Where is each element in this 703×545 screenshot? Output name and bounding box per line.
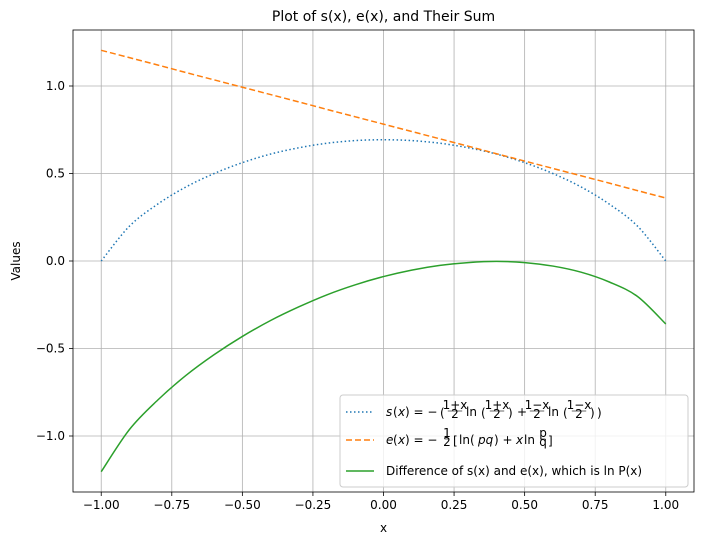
x-tick-label: 0.00 xyxy=(370,498,397,512)
x-axis-label: x xyxy=(380,521,387,535)
fraction-denominator: 2 xyxy=(451,407,459,421)
legend-label-difference: Difference of s(x) and e(x), which is ln… xyxy=(386,464,642,478)
legend-text: ) = − xyxy=(405,433,437,447)
fraction-denominator: 2 xyxy=(575,407,583,421)
legend-text: ln xyxy=(524,433,535,447)
y-axis: −1.0 −0.5 0.0 0.5 1.0 xyxy=(36,79,73,443)
legend-item-s: s(x) = − (1+x2 ln (1+x2) +1−x2 ln (1−x2)) xyxy=(386,398,602,421)
legend-box xyxy=(339,394,689,488)
x-tick-label: −0.75 xyxy=(153,498,190,512)
fraction-numerator: 1+x xyxy=(485,398,510,412)
x-axis: −1.00 −0.75 −0.50 −0.25 0.00 0.25 0.50 0.75 1.00 xyxy=(83,492,679,512)
y-tick-label: 1.0 xyxy=(46,79,65,93)
difference-curve xyxy=(100,260,667,473)
fraction-numerator: p xyxy=(539,426,547,440)
x-tick-label: 0.50 xyxy=(511,498,538,512)
fraction-numerator: 1 xyxy=(443,426,451,440)
legend-text: ( xyxy=(393,433,398,447)
y-tick-label: −1.0 xyxy=(36,429,65,443)
legend-text: ln xyxy=(548,405,559,419)
legend-text: x xyxy=(397,405,406,419)
fraction-numerator: 1−x xyxy=(525,398,550,412)
legend-text: e xyxy=(386,433,393,447)
legend-text: + xyxy=(517,405,527,419)
y-tick-label: −0.5 xyxy=(36,342,65,356)
legend-text: ( xyxy=(563,406,568,420)
legend-text: ( xyxy=(481,406,486,420)
legend-text: ) = − xyxy=(405,405,437,419)
y-axis-label: Values xyxy=(9,241,23,280)
legend-item-e: e(x) = −12[ln(pq) + x ln pq] xyxy=(386,426,553,449)
legend-text: s xyxy=(386,405,392,419)
x-tick-label: 1.00 xyxy=(652,498,679,512)
chart-title: Plot of s(x), e(x), and Their Sum xyxy=(272,9,495,25)
x-tick-label: −0.25 xyxy=(295,498,332,512)
legend: s(x) = − (1+x2 ln (1+x2) +1−x2 ln (1−x2))e(x) … xyxy=(339,394,689,488)
legend-text: ) xyxy=(508,406,513,420)
fraction-denominator: q xyxy=(539,435,547,449)
fraction-numerator: 1−x xyxy=(567,398,592,412)
x-tick-label: −0.50 xyxy=(224,498,261,512)
legend-text: ( xyxy=(440,406,445,420)
legend-text: ( xyxy=(393,405,398,419)
x-tick-label: 0.75 xyxy=(582,498,609,512)
fraction-numerator: 1+x xyxy=(443,398,468,412)
legend-text: ) xyxy=(590,406,595,420)
legend-text: ) xyxy=(597,406,602,420)
legend-text: pq xyxy=(477,433,494,447)
legend-text: ) + xyxy=(494,433,513,447)
y-tick-label: 0.0 xyxy=(46,254,65,268)
fraction-denominator: 2 xyxy=(533,407,541,421)
legend-text: [ xyxy=(453,434,458,448)
fraction-denominator: 2 xyxy=(443,435,451,449)
legend-item-difference: Difference of s(x) and e(x), which is ln… xyxy=(386,464,642,478)
series-layer xyxy=(100,49,667,473)
fraction-denominator: 2 xyxy=(493,407,501,421)
e-x-line xyxy=(101,49,666,199)
x-tick-label: −1.00 xyxy=(83,498,120,512)
y-tick-label: 0.5 xyxy=(46,167,65,181)
legend-text: ln xyxy=(466,405,477,419)
x-tick-label: 0.25 xyxy=(441,498,468,512)
legend-text: ] xyxy=(548,434,553,448)
legend-text: ln( xyxy=(459,433,475,447)
legend-text: x xyxy=(515,433,524,447)
legend-text: x xyxy=(397,433,406,447)
